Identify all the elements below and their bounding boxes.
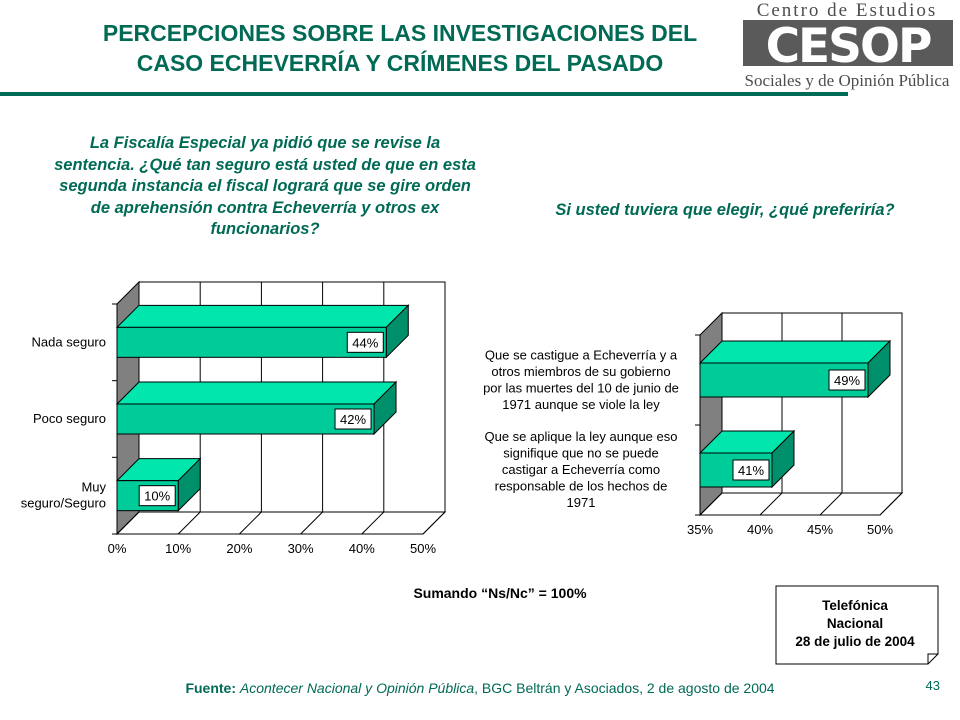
category-label-line: signifique que no se puede [503,446,658,461]
floor-gridline [699,492,723,516]
chart-preference: 35% 40% 45% 50% 49% Que se castigue a Echever… [483,311,904,537]
category-label-line: Poco seguro [33,411,106,426]
survey-note-text: Telefónica Nacional 28 de julio de 2004 [775,597,935,651]
x-tick-label: 40% [349,541,375,556]
survey-scope: Nacional [826,616,884,631]
floor-gridline [177,511,201,535]
chart-certainty: 0% 10% 20% 30% 40% 50% 44% Nada seguro 42% Poco s… [21,280,447,556]
title-line-1: PERCEPCIONES SOBRE LAS INVESTIGACIONES D… [102,20,698,46]
x-tick-label: 0% [108,541,127,556]
nsnc-note: Sumando “Ns/Nc” = 100% [413,585,587,601]
bar-top-face [115,304,410,328]
category-label-line: Muy [81,480,106,495]
logo-bottom-text: Sociales y de Opinión Pública [745,71,950,90]
category-label: Que se aplique la ley aunque eso signifiq… [485,429,678,510]
x-tick-label: 20% [226,541,252,556]
floor-gridline [879,492,903,516]
data-label-box [334,408,372,430]
data-label-box [732,459,770,481]
category-label-line: castigar a Echeverría como [502,462,660,477]
source-label: Fuente: [185,680,236,696]
data-label: 41% [738,463,764,478]
source-footer: Fuente: Acontecer Nacional y Opinión Púb… [40,680,920,696]
floor-gridline [422,511,446,535]
source-detail: , BGC Beltrán y Asociados, 2 de agosto d… [474,680,775,696]
data-label-box [346,331,384,353]
floor-gridline [239,511,262,535]
x-tick-label: 35% [687,522,713,537]
x-tick-label: 30% [288,541,314,556]
question-left: La Fiscalía Especial ya pidió que se rev… [54,134,476,238]
data-label: 42% [340,412,366,427]
data-label: 49% [834,373,860,388]
category-label-line: por las muertes del 10 de junio de [483,380,679,395]
survey-date: 28 de julio de 2004 [795,634,915,649]
logo-mid-text: CESOP [766,19,931,74]
category-label-line: 1971 aunque se viole la ley [502,397,660,412]
floor-gridline [116,511,140,535]
page-title: PERCEPCIONES SOBRE LAS INVESTIGACIONES D… [60,18,740,78]
plot-floor [115,511,447,535]
floor-gridline [300,511,323,535]
floor-gridline [361,511,385,535]
category-label-line: responsable de los hechos de [495,479,668,494]
bar-top-face [115,381,398,405]
source-publication: Acontecer Nacional y Opinión Pública [239,680,475,696]
bar-top-face [698,340,892,364]
floor-gridline [759,492,783,516]
category-label: Poco seguro [33,411,106,426]
category-label-line: seguro/Seguro [21,496,106,511]
title-line-2: CASO ECHEVERRÍA Y CRÍMENES DEL PASADO [136,50,664,76]
cesop-logo: Centro de Estudios CESOP Sociales y de O… [743,0,953,90]
data-label-box [138,485,176,507]
category-label-line: otros miembros de su gobierno [491,364,670,379]
x-tick-label: 10% [165,541,191,556]
header-rule [0,92,848,96]
bar [116,403,375,435]
bar [116,326,387,358]
category-label: Que se castigue a Echeverría y a otros mi… [483,347,679,412]
category-label: Nada seguro [32,334,106,349]
survey-type: Telefónica [822,598,888,613]
floor-gridline [819,492,843,516]
x-tick-label: 50% [867,522,893,537]
x-tick-label: 45% [807,522,833,537]
category-label-line: Que se castigue a Echeverría y a [485,347,678,362]
data-label-box [828,369,866,391]
category-label-line: 1971 [567,495,596,510]
category-label-line: Nada seguro [32,334,106,349]
plot-floor [698,492,904,516]
logo-top-text: Centro de Estudios [757,0,938,21]
question-right: Si usted tuviera que elegir, ¿qué prefer… [555,201,895,219]
category-label-line: Que se aplique la ley aunque eso [485,429,678,444]
category-label: Muy seguro/Seguro [21,480,107,511]
survey-note-box [775,585,939,665]
page-number: 43 [925,678,940,693]
data-label: 44% [352,335,378,350]
x-tick-label: 40% [747,522,773,537]
x-tick-label: 50% [410,541,436,556]
data-label: 10% [144,489,170,504]
